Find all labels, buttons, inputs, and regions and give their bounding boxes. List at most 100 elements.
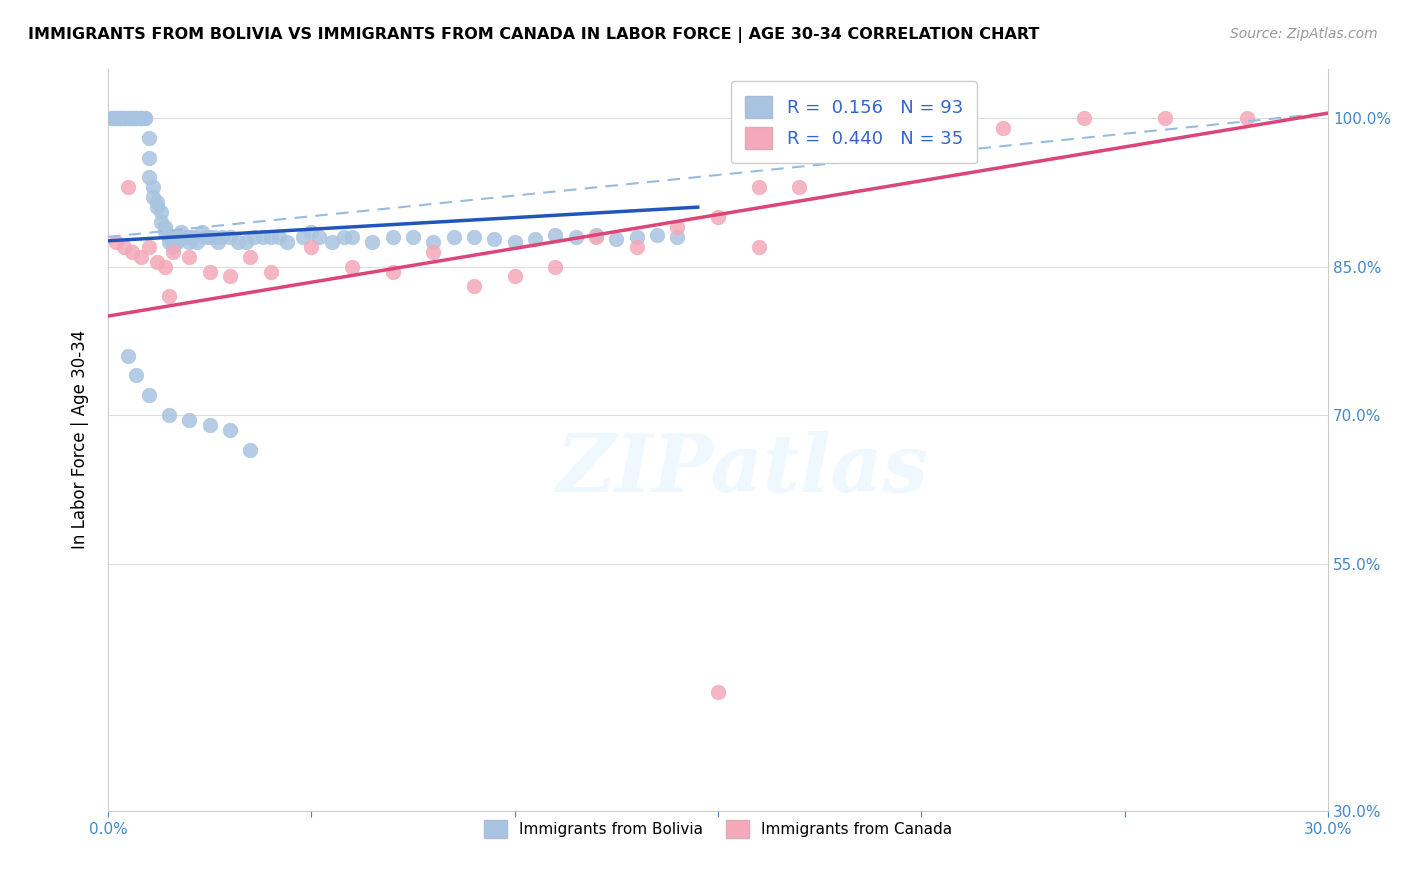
Point [910,141,932,155]
Point [101,111,124,125]
Point [157,408,180,422]
Point [226,235,249,249]
Point [585,230,607,244]
Point [645,227,668,242]
Point [153,225,176,239]
Point [108,111,131,125]
Point [666,219,689,234]
Point [117,349,139,363]
Point [142,190,165,204]
Point [707,685,730,699]
Point [153,219,176,234]
Point [179,413,201,427]
Point [105,235,128,249]
Point [748,240,770,254]
Point [138,388,160,402]
Point [179,235,201,249]
Point [112,240,135,254]
Point [626,240,648,254]
Point [121,111,143,125]
Point [544,260,567,274]
Point [134,111,156,125]
Point [211,230,233,244]
Point [361,235,384,249]
Point [381,264,404,278]
Point [626,230,648,244]
Point [105,111,128,125]
Point [422,235,444,249]
Point [117,111,139,125]
Point [138,131,160,145]
Point [129,111,152,125]
Point [112,111,135,125]
Point [146,200,169,214]
Point [321,235,343,249]
Point [125,368,148,383]
Y-axis label: In Labor Force | Age 30-34: In Labor Force | Age 30-34 [72,330,89,549]
Point [239,250,262,264]
Point [340,230,363,244]
Point [149,215,172,229]
Point [149,205,172,219]
Point [153,260,176,274]
Point [162,235,184,249]
Point [402,230,425,244]
Point [252,230,274,244]
Point [179,250,201,264]
Point [564,230,586,244]
Point [219,269,242,284]
Point [544,227,567,242]
Point [267,230,290,244]
Point [381,230,404,244]
Point [1073,111,1095,125]
Point [146,195,169,210]
Point [125,111,148,125]
Point [138,240,160,254]
Point [503,235,526,249]
Point [1236,111,1258,125]
Point [157,289,180,303]
Point [170,225,193,239]
Point [299,240,322,254]
Point [198,230,221,244]
Point [121,244,143,259]
Point [340,260,363,274]
Point [157,235,180,249]
Point [991,120,1014,135]
Point [190,225,212,239]
Point [157,230,180,244]
Point [605,232,627,246]
Point [198,417,221,432]
Text: ZIPatlas: ZIPatlas [557,431,928,508]
Point [112,111,135,125]
Point [789,180,811,194]
Point [108,111,131,125]
Point [105,111,128,125]
Point [117,180,139,194]
Point [219,423,242,437]
Point [666,230,689,244]
Legend: Immigrants from Bolivia, Immigrants from Canada: Immigrants from Bolivia, Immigrants from… [478,814,959,845]
Point [108,111,131,125]
Point [524,232,547,246]
Point [125,111,148,125]
Point [299,225,322,239]
Point [748,180,770,194]
Point [235,235,257,249]
Point [146,254,169,268]
Point [707,210,730,224]
Point [463,279,485,293]
Point [183,230,205,244]
Point [463,230,485,244]
Point [194,230,217,244]
Point [138,170,160,185]
Point [186,235,208,249]
Point [105,111,128,125]
Text: IMMIGRANTS FROM BOLIVIA VS IMMIGRANTS FROM CANADA IN LABOR FORCE | AGE 30-34 COR: IMMIGRANTS FROM BOLIVIA VS IMMIGRANTS FR… [28,27,1039,43]
Point [198,264,221,278]
Point [162,240,184,254]
Point [443,230,465,244]
Point [112,111,135,125]
Point [121,111,143,125]
Point [129,111,152,125]
